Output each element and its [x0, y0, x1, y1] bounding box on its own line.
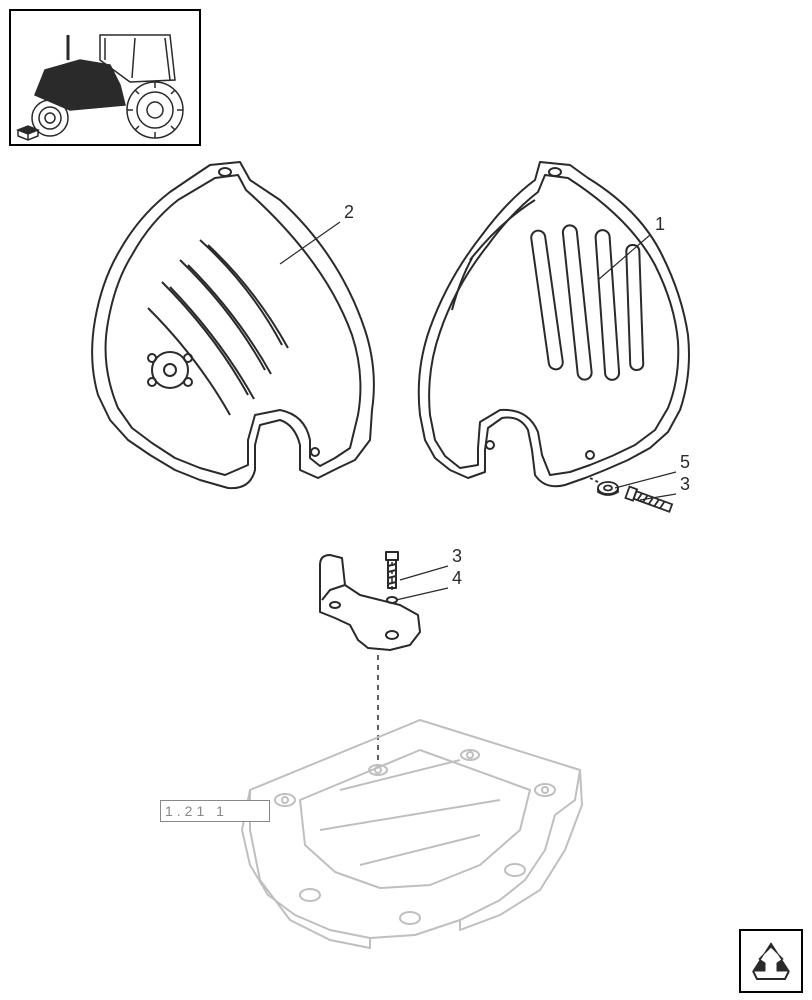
right-panel-part [419, 162, 689, 486]
callout-2: 2 [344, 202, 354, 223]
callout-3a: 3 [680, 474, 690, 495]
support-frame-ref [232, 720, 582, 948]
bracket-part [320, 552, 420, 650]
tractor-thumbnail [10, 10, 200, 145]
left-panel-part [92, 162, 374, 488]
reference-box: 1.21 1 [160, 800, 270, 822]
callout-3b: 3 [452, 546, 462, 567]
diagram-canvas [0, 0, 812, 1000]
nav-icon[interactable] [740, 930, 802, 992]
callout-5: 5 [680, 452, 690, 473]
callout-leaders [280, 222, 676, 600]
callout-4: 4 [452, 568, 462, 589]
callout-1: 1 [655, 214, 665, 235]
